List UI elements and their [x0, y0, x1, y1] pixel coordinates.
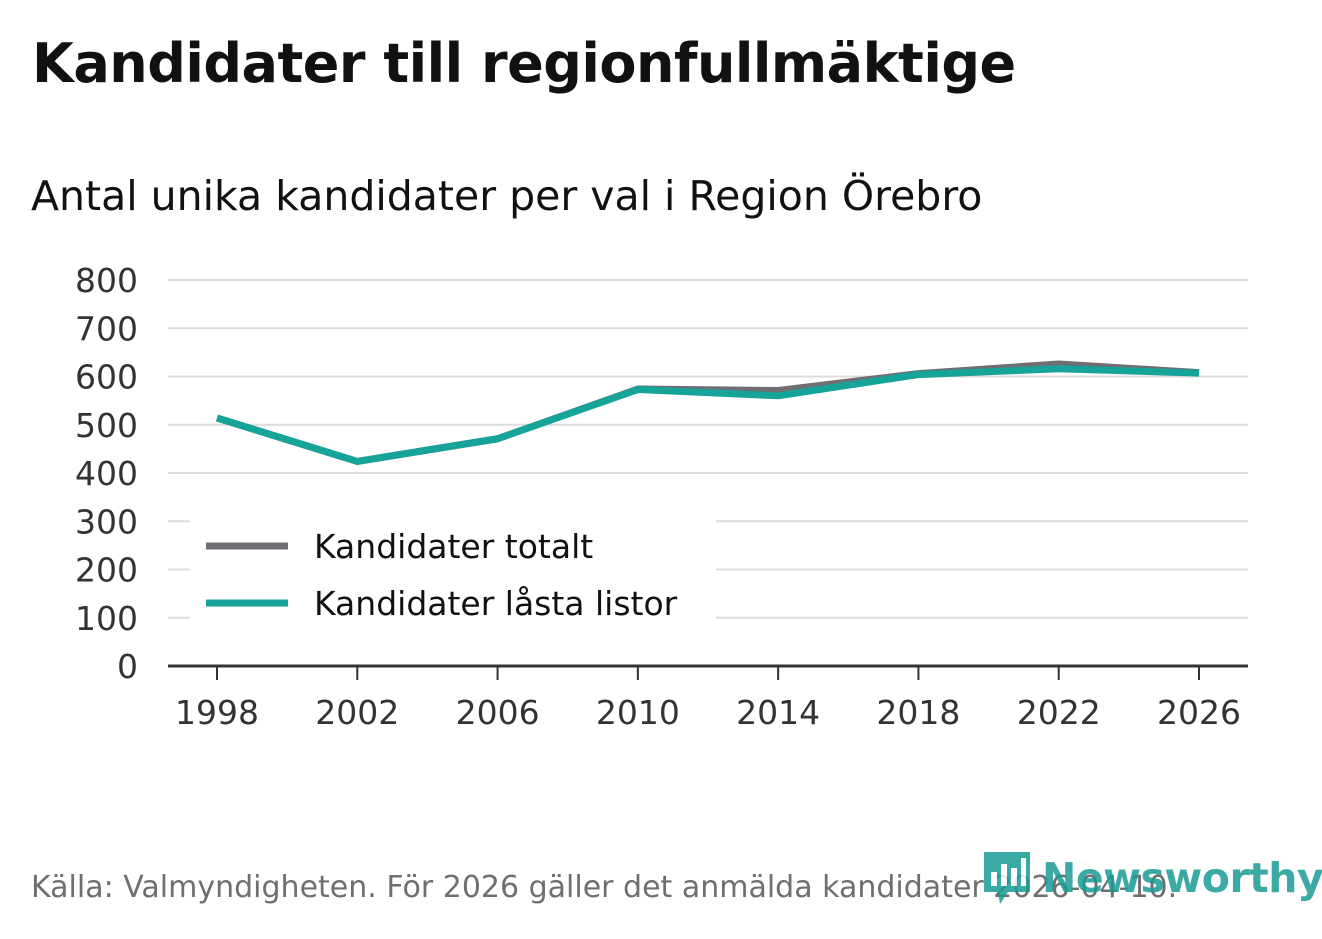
- x-tick-label-2002: 2002: [315, 693, 399, 732]
- x-tick-label-1998: 1998: [175, 693, 259, 732]
- series-line-locked: [215, 365, 1200, 465]
- y-tick-label-0: 0: [117, 647, 138, 686]
- y-tick-label-400: 400: [75, 454, 138, 493]
- legend-label-total: Kandidater totalt: [314, 527, 593, 566]
- y-tick-label-800: 800: [75, 261, 138, 300]
- y-axis-tick-labels: 0 100 200 300 400 500 600 700 800: [75, 261, 138, 686]
- line-chart: 0 100 200 300 400 500 600 700 800 Kandidater tot…: [75, 261, 1248, 732]
- y-tick-label-700: 700: [75, 309, 138, 348]
- x-tick-label-2022: 2022: [1017, 693, 1101, 732]
- x-tick-label-2006: 2006: [456, 693, 540, 732]
- data-series: [215, 360, 1200, 465]
- brand-name: Newsworthy: [1042, 854, 1322, 902]
- y-tick-label-500: 500: [75, 406, 138, 445]
- legend-label-locked: Kandidater låsta listor: [314, 584, 678, 623]
- x-tick-label-2014: 2014: [736, 693, 820, 732]
- x-tick-label-2018: 2018: [876, 693, 960, 732]
- x-axis: 1998 2002 2006 2010 2014 2018 2022 2026: [168, 664, 1248, 732]
- newsworthy-logo: Newsworthy: [982, 848, 1322, 908]
- x-tick-label-2026: 2026: [1157, 693, 1241, 732]
- bar-chart-speech-bubble-icon: [984, 852, 1030, 904]
- chart-subtitle: Antal unika kandidater per val i Region …: [31, 172, 983, 220]
- chart-title: Kandidater till regionfullmäktige: [32, 32, 1016, 95]
- legend: Kandidater totalt Kandidater låsta listo…: [190, 519, 716, 623]
- y-tick-label-300: 300: [75, 502, 138, 541]
- y-tick-label-200: 200: [75, 551, 138, 590]
- series-line-total: [215, 360, 1200, 465]
- y-tick-label-600: 600: [75, 358, 138, 397]
- x-tick-label-2010: 2010: [596, 693, 680, 732]
- y-tick-label-100: 100: [75, 599, 138, 638]
